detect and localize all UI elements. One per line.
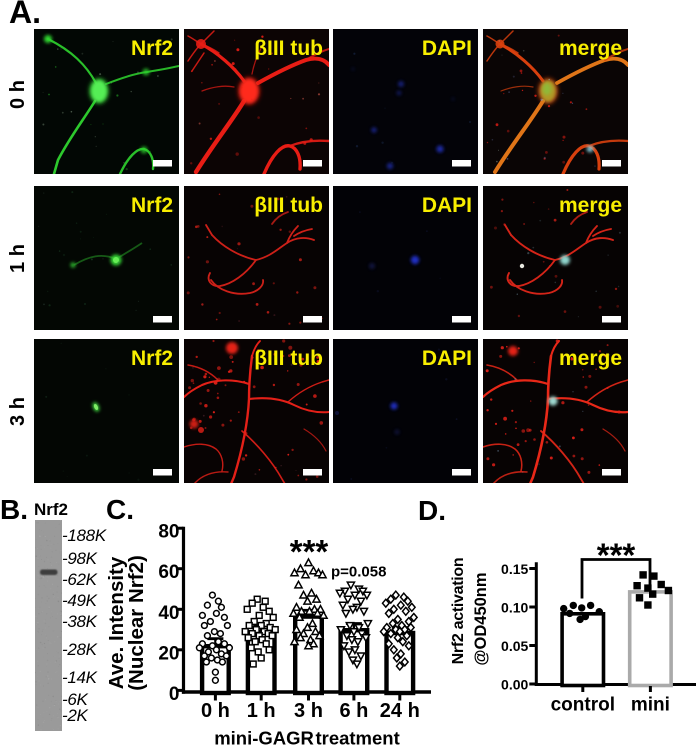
- svg-text:(Nuclear Nrf2): (Nuclear Nrf2): [125, 555, 148, 691]
- svg-text:***: ***: [597, 537, 636, 574]
- svg-text:0.10: 0.10: [501, 600, 528, 616]
- svg-text:***: ***: [290, 533, 329, 570]
- svg-text:0.00: 0.00: [501, 677, 528, 693]
- svg-text:Nrf2: Nrf2: [131, 194, 173, 217]
- svg-text:0.15: 0.15: [501, 561, 528, 577]
- svg-text:D.: D.: [418, 495, 446, 526]
- svg-text:merge: merge: [559, 37, 622, 60]
- svg-text:βIII tub: βIII tub: [254, 347, 323, 370]
- svg-text:40: 40: [158, 603, 179, 624]
- svg-text:DAPI: DAPI: [422, 37, 472, 60]
- svg-text:Nrf2: Nrf2: [131, 347, 173, 370]
- svg-text:1 h: 1 h: [247, 700, 276, 722]
- svg-text:Ave. Intensity: Ave. Intensity: [105, 556, 128, 689]
- svg-text:60: 60: [158, 562, 179, 583]
- svg-text:mini: mini: [631, 695, 670, 716]
- svg-text:p=0.058: p=0.058: [331, 564, 386, 581]
- svg-text:merge: merge: [559, 194, 622, 217]
- svg-text:3 h: 3 h: [294, 700, 323, 722]
- svg-text:mini-GAGR treatment: mini-GAGR treatment: [214, 728, 400, 747]
- svg-text:0.05: 0.05: [501, 638, 528, 654]
- svg-text:20: 20: [158, 643, 179, 664]
- svg-text:0 h: 0 h: [201, 700, 230, 722]
- svg-text:merge: merge: [559, 347, 622, 370]
- svg-text:DAPI: DAPI: [422, 347, 472, 370]
- svg-text:DAPI: DAPI: [422, 194, 472, 217]
- svg-text:24 h: 24 h: [380, 700, 420, 722]
- svg-text:80: 80: [158, 522, 179, 543]
- svg-text:control: control: [551, 695, 615, 716]
- svg-text:6 h: 6 h: [339, 700, 368, 722]
- svg-text:0: 0: [169, 684, 180, 705]
- svg-text:C.: C.: [106, 494, 134, 525]
- svg-text:Nrf2 activation: Nrf2 activation: [450, 558, 467, 665]
- svg-text:@OD450nm: @OD450nm: [472, 572, 490, 665]
- svg-text:Nrf2: Nrf2: [131, 37, 173, 60]
- svg-text:βIII tub: βIII tub: [254, 37, 323, 60]
- svg-text:βIII tub: βIII tub: [254, 194, 323, 217]
